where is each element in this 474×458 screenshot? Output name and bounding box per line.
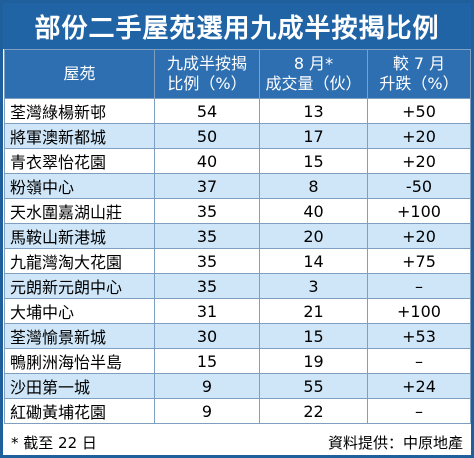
table-row: 青衣翠怡花園 40 15 +20 bbox=[4, 148, 471, 174]
cell-change: +100 bbox=[367, 298, 471, 324]
table-row: 荃灣綠楊新邨 54 13 +50 bbox=[4, 98, 471, 124]
table-row: 紅磡黃埔花園 9 22– bbox=[4, 398, 471, 424]
cell-estate: 元朗新元朗中心 bbox=[4, 273, 155, 299]
cell-volume: 15 bbox=[259, 323, 368, 349]
column-header-ratio: 九成半按揭 比例（%） bbox=[154, 49, 260, 99]
table-body: 荃灣綠楊新邨 54 13 +50 將軍澳新都城 50 17 +20 青衣翠怡花園 40 15 +20 粉… bbox=[4, 98, 471, 424]
table-row: 元朗新元朗中心 35 3– bbox=[4, 273, 471, 299]
cell-ratio: 50 bbox=[154, 123, 260, 149]
table-row: 將軍澳新都城 50 17 +20 bbox=[4, 123, 471, 149]
cell-volume: 55 bbox=[259, 373, 368, 399]
cell-estate: 馬鞍山新港城 bbox=[4, 223, 155, 249]
cell-ratio: 9 bbox=[154, 398, 260, 424]
data-table: 屋苑 九成半按揭 比例（%） 8 月* 成交量（伙） 較 7 月 升跌（%） 荃… bbox=[4, 49, 471, 424]
cell-change: – bbox=[367, 348, 471, 374]
footnote: * 截至 22 日 bbox=[11, 433, 97, 452]
cell-volume: 17 bbox=[259, 123, 368, 149]
table-row: 馬鞍山新港城 35 20 +20 bbox=[4, 223, 471, 249]
cell-change: – bbox=[367, 273, 471, 299]
cell-ratio: 54 bbox=[154, 98, 260, 124]
cell-estate: 紅磡黃埔花園 bbox=[4, 398, 155, 424]
cell-volume: 14 bbox=[259, 248, 368, 274]
cell-ratio: 35 bbox=[154, 273, 260, 299]
cell-change: +50 bbox=[367, 98, 471, 124]
cell-volume: 15 bbox=[259, 148, 368, 174]
cell-estate: 荃灣綠楊新邨 bbox=[4, 98, 155, 124]
cell-change: +20 bbox=[367, 148, 471, 174]
cell-volume: 21 bbox=[259, 298, 368, 324]
cell-change: +24 bbox=[367, 373, 471, 399]
cell-ratio: 35 bbox=[154, 198, 260, 224]
table-row: 大埔中心 31 21 +100 bbox=[4, 298, 471, 324]
cell-volume: 3 bbox=[259, 273, 368, 299]
cell-estate: 沙田第一城 bbox=[4, 373, 155, 399]
table-row: 沙田第一城 9 55 +24 bbox=[4, 373, 471, 399]
cell-ratio: 35 bbox=[154, 223, 260, 249]
cell-estate: 將軍澳新都城 bbox=[4, 123, 155, 149]
cell-change: +20 bbox=[367, 223, 471, 249]
cell-ratio: 31 bbox=[154, 298, 260, 324]
cell-ratio: 40 bbox=[154, 148, 260, 174]
cell-volume: 19 bbox=[259, 348, 368, 374]
cell-ratio: 35 bbox=[154, 248, 260, 274]
cell-ratio: 37 bbox=[154, 173, 260, 199]
cell-ratio: 9 bbox=[154, 373, 260, 399]
cell-volume: 22 bbox=[259, 398, 368, 424]
cell-change: +100 bbox=[367, 198, 471, 224]
source-credit: 資料提供：中原地產 bbox=[327, 433, 463, 452]
cell-volume: 20 bbox=[259, 223, 368, 249]
cell-estate: 荃灣愉景新城 bbox=[4, 323, 155, 349]
header-row: 屋苑 九成半按揭 比例（%） 8 月* 成交量（伙） 較 7 月 升跌（%） bbox=[4, 49, 471, 99]
table-row: 天水圍嘉湖山莊 35 40 +100 bbox=[4, 198, 471, 224]
cell-estate: 鴨脷洲海怡半島 bbox=[4, 348, 155, 374]
cell-estate: 青衣翠怡花園 bbox=[4, 148, 155, 174]
cell-change: – bbox=[367, 398, 471, 424]
column-header-change: 較 7 月 升跌（%） bbox=[367, 49, 471, 99]
cell-ratio: 15 bbox=[154, 348, 260, 374]
cell-change: -50 bbox=[367, 173, 471, 199]
table-row: 荃灣愉景新城 30 15 +53 bbox=[4, 323, 471, 349]
cell-volume: 8 bbox=[259, 173, 368, 199]
table-row: 九龍灣淘大花園 35 14 +75 bbox=[4, 248, 471, 274]
cell-estate: 粉嶺中心 bbox=[4, 173, 155, 199]
cell-volume: 40 bbox=[259, 198, 368, 224]
cell-change: +53 bbox=[367, 323, 471, 349]
column-header-estate: 屋苑 bbox=[4, 49, 155, 99]
table-row: 粉嶺中心 37 8 -50 bbox=[4, 173, 471, 199]
cell-change: +20 bbox=[367, 123, 471, 149]
cell-estate: 大埔中心 bbox=[4, 298, 155, 324]
cell-estate: 天水圍嘉湖山莊 bbox=[4, 198, 155, 224]
cell-volume: 13 bbox=[259, 98, 368, 124]
table-row: 鴨脷洲海怡半島 15 19– bbox=[4, 348, 471, 374]
cell-ratio: 30 bbox=[154, 323, 260, 349]
cell-change: +75 bbox=[367, 248, 471, 274]
table-title: 部份二手屋苑選用九成半按揭比例 bbox=[3, 3, 471, 49]
cell-estate: 九龍灣淘大花園 bbox=[4, 248, 155, 274]
footer: * 截至 22 日 資料提供：中原地產 bbox=[3, 429, 471, 455]
column-header-volume: 8 月* 成交量（伙） bbox=[259, 49, 368, 99]
